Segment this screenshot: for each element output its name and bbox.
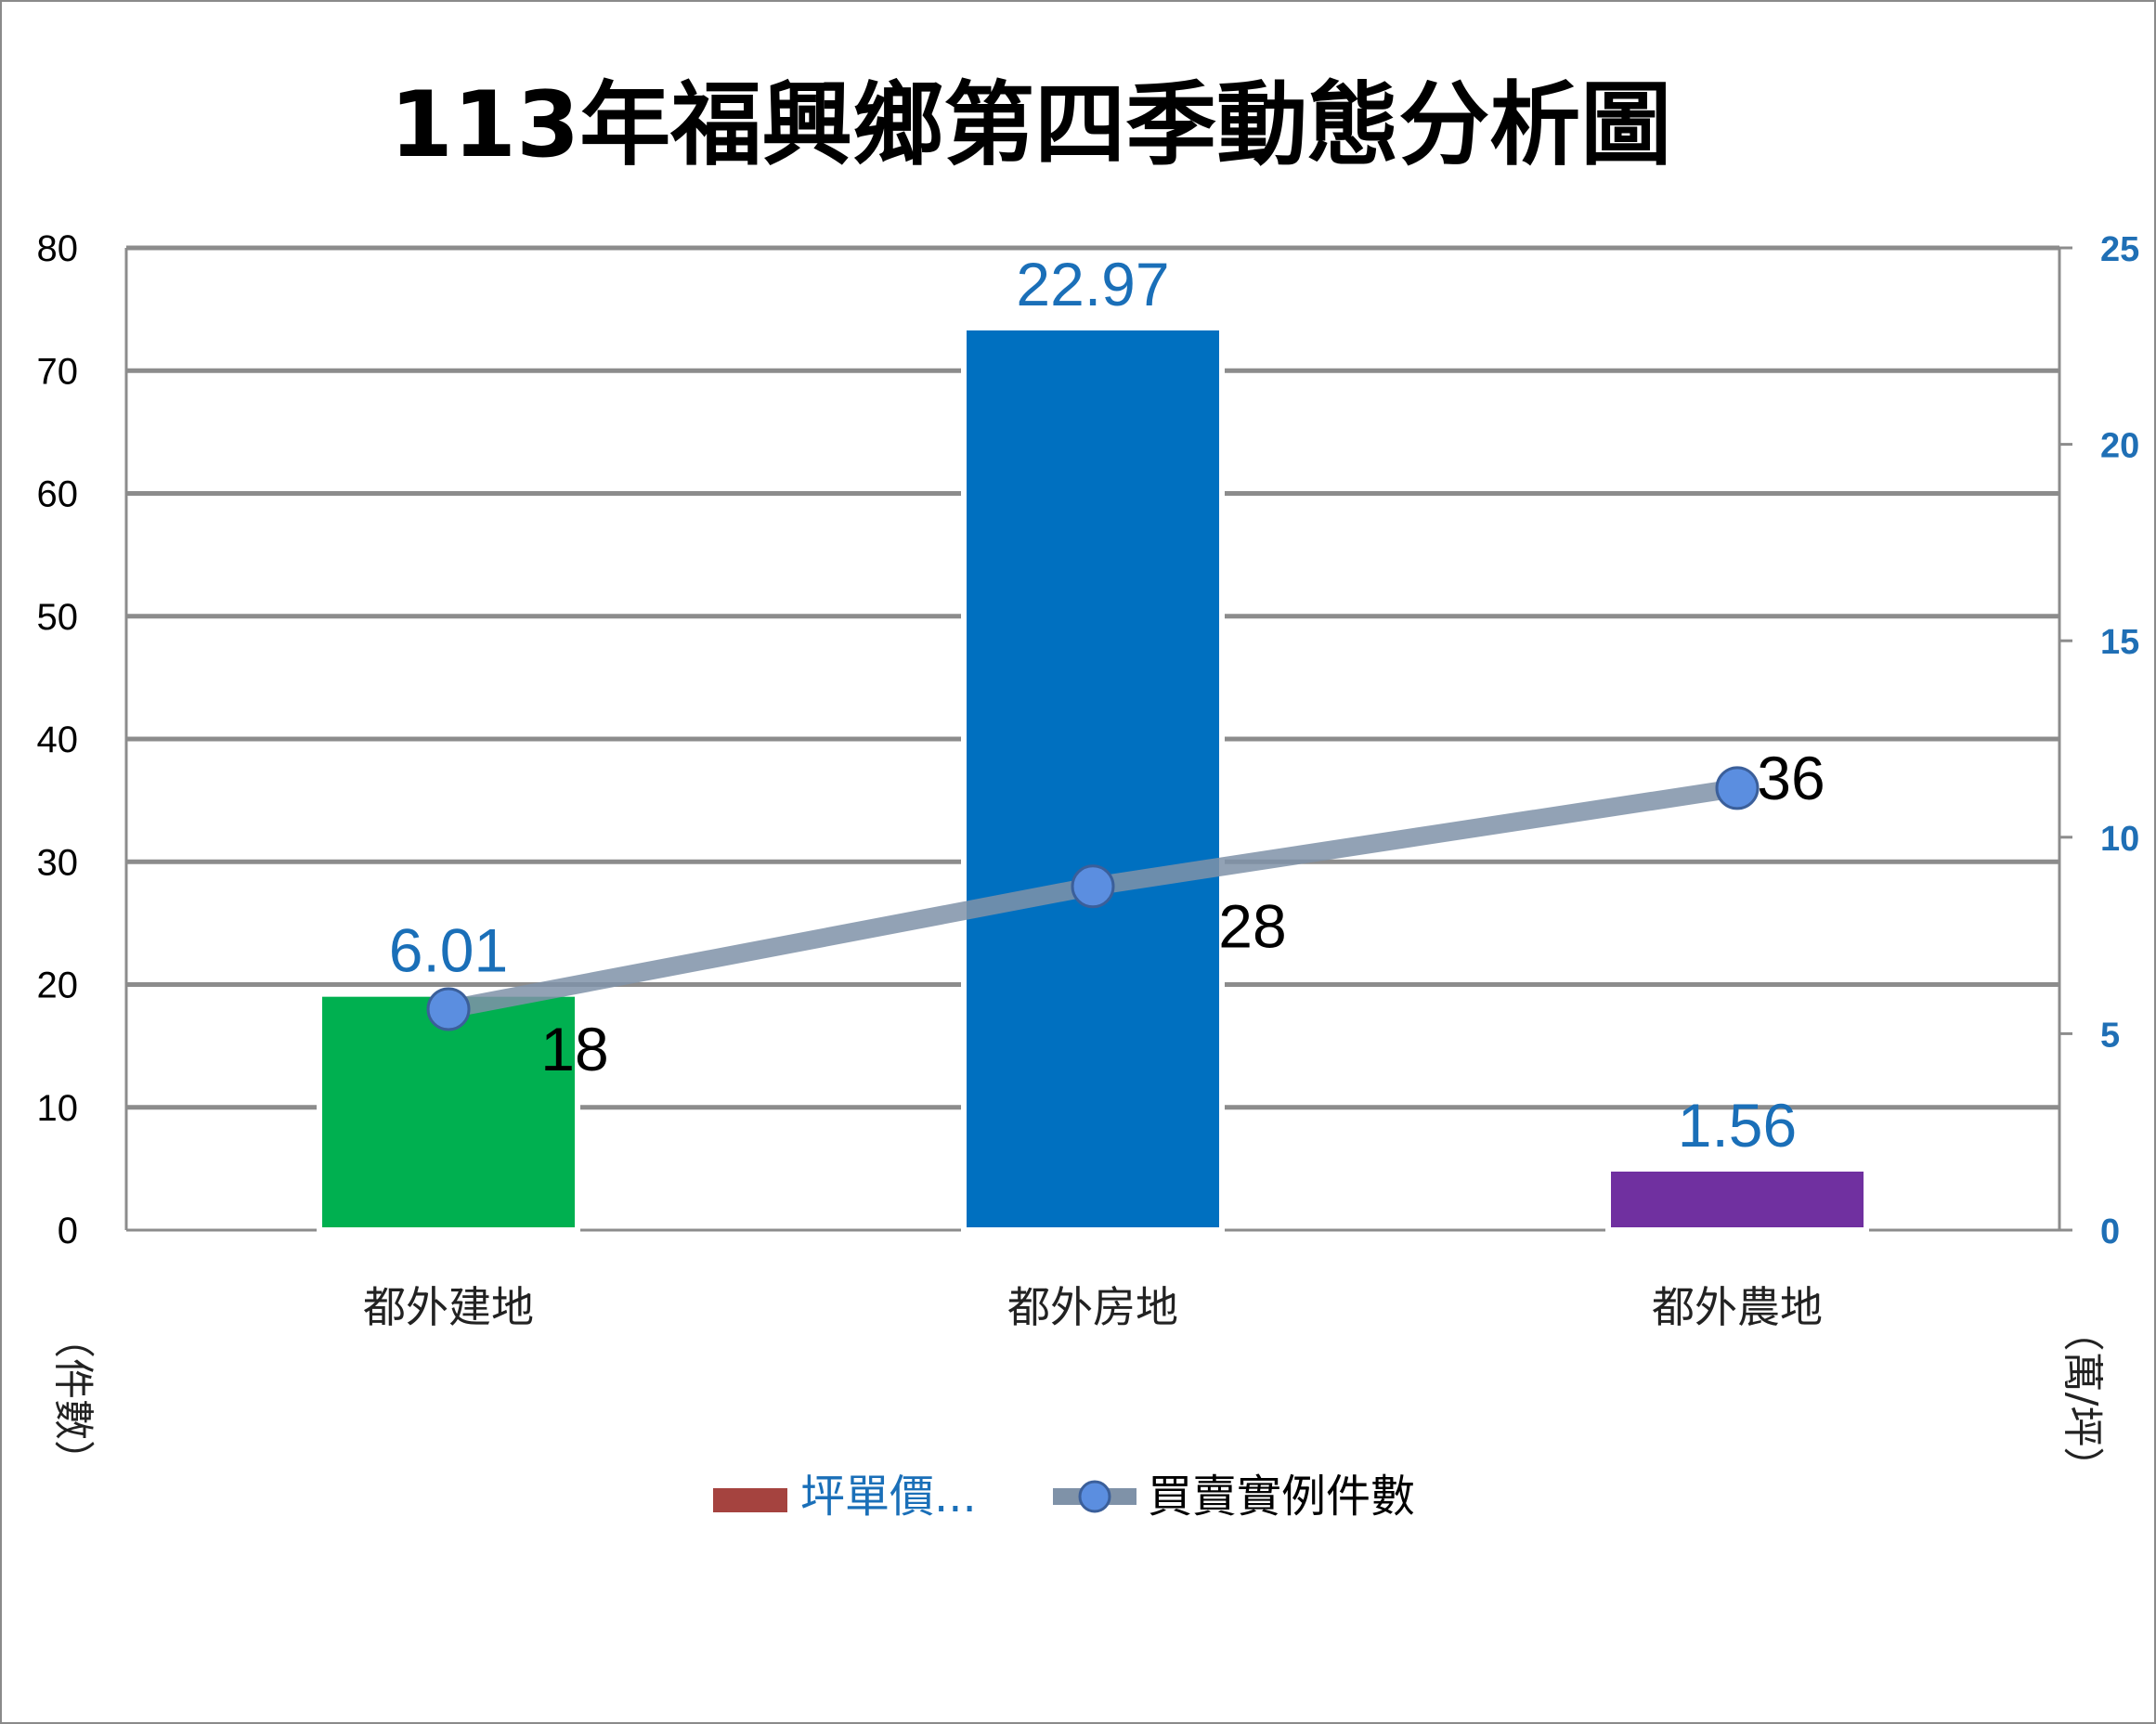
y-left-tick-label: 60: [37, 474, 79, 515]
chart-title: 113年福興鄉第四季動態分析圖: [390, 72, 1672, 178]
y-left-tick-label: 70: [37, 351, 79, 392]
line-value-label: 18: [540, 1015, 608, 1083]
legend-label-bar: 坪單價...: [800, 1471, 977, 1523]
y-left-tick-label: 30: [37, 842, 79, 883]
bar-value-label: 1.56: [1678, 1091, 1797, 1160]
y-left-tick-label: 40: [37, 719, 79, 760]
y-right-tick-label: 10: [2100, 820, 2139, 859]
legend-label-line: 買賣實例件數: [1148, 1471, 1415, 1523]
category-label: 都外建地: [363, 1282, 534, 1332]
line-value-label: 36: [1757, 744, 1825, 812]
y-right-tick-label: 15: [2100, 623, 2139, 662]
legend-swatch-marker: [1078, 1480, 1111, 1513]
bar: [1605, 1165, 1869, 1234]
y-right-axis-title: （萬/坪）: [2059, 1311, 2106, 1488]
y-left-tick-label: 10: [37, 1088, 79, 1129]
bar: [317, 991, 580, 1234]
bar-value-label: 6.01: [389, 916, 508, 985]
bar: [961, 324, 1225, 1233]
y-left-tick-label: 50: [37, 597, 79, 638]
y-left-axis-title: （件數）: [49, 1317, 97, 1481]
line-marker: [426, 987, 471, 1031]
y-right-tick-label: 0: [2100, 1212, 2120, 1251]
y-left-tick-label: 0: [58, 1211, 78, 1251]
y-right-tick-label: 25: [2100, 230, 2139, 269]
line-marker: [1715, 766, 1760, 810]
y-left-tick-label: 20: [37, 966, 79, 1006]
y-right-tick-label: 20: [2100, 427, 2139, 466]
y-left-tick-label: 80: [37, 228, 79, 269]
bar-value-label: 22.97: [1016, 250, 1169, 318]
legend: 坪單價... 買賣實例件數: [713, 1471, 1415, 1523]
line-marker: [1071, 864, 1115, 909]
bar-series: [317, 324, 1869, 1234]
data-labels: 6.01 22.97 1.56 18 28 36: [389, 250, 1825, 1160]
axes: 0 10 20 30 40 50 60 70 80 0 5 10 15 20 25 都外建地 都外房地 都外農地: [37, 228, 2140, 1332]
axis-titles: （件數） （萬/坪）: [49, 1311, 2106, 1488]
y-right-tick-label: 5: [2100, 1016, 2120, 1055]
line-series: [426, 766, 1760, 1031]
legend-swatch-bar: [713, 1488, 787, 1512]
category-label: 都外農地: [1652, 1282, 1823, 1332]
line-value-label: 28: [1218, 892, 1286, 961]
category-label: 都外房地: [1007, 1282, 1178, 1332]
